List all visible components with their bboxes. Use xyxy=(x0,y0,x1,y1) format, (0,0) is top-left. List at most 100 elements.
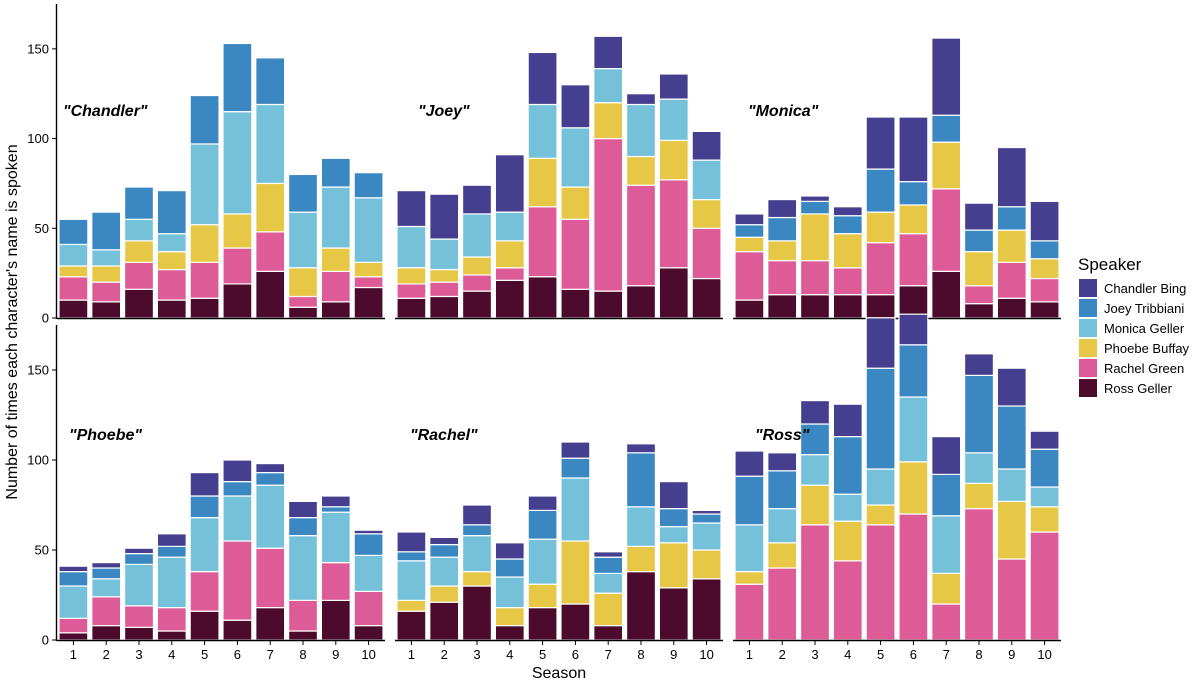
bar-segment-joey-s3-phoebe-buffay xyxy=(461,256,493,276)
legend-swatch-phoebe-buffay xyxy=(1079,339,1097,357)
bar-segment-ross-s10-rachel-green xyxy=(1029,531,1060,641)
bar-segment-chandler-s9-ross-geller xyxy=(320,301,351,319)
bar-segment-joey-s4-rachel-green xyxy=(494,267,525,281)
bar-segment-chandler-s10-monica-geller xyxy=(353,197,384,263)
bar-segment-monica-s7-chandler-bing xyxy=(931,37,962,116)
bar-segment-rachel-s8-phoebe-buffay xyxy=(625,545,657,573)
bar-segment-rachel-s4-phoebe-buffay xyxy=(494,606,525,627)
bar-segment-ross-s9-chandler-bing xyxy=(996,367,1027,407)
bar-segment-monica-s7-joey-tribbiani xyxy=(931,114,962,143)
bar-segment-monica-s8-ross-geller xyxy=(963,303,995,319)
bar-segment-phoebe-s10-joey-tribbiani xyxy=(353,533,384,556)
bar-segment-joey-s7-ross-geller xyxy=(593,290,624,319)
bar-segment-ross-s6-phoebe-buffay xyxy=(898,461,929,515)
bar-segment-ross-s8-phoebe-buffay xyxy=(963,482,995,510)
bar-segment-ross-s6-chandler-bing xyxy=(898,313,929,346)
bar-segment-phoebe-s2-chandler-bing xyxy=(91,561,122,569)
bar-segment-monica-s5-chandler-bing xyxy=(865,116,896,170)
bar-segment-joey-s7-phoebe-buffay xyxy=(593,102,624,140)
bar-segment-rachel-s4-monica-geller xyxy=(494,576,525,609)
bar-segment-ross-s4-joey-tribbiani xyxy=(832,436,863,495)
bar-segment-rachel-s4-chandler-bing xyxy=(494,542,525,560)
bar-segment-monica-s9-chandler-bing xyxy=(996,146,1027,208)
facet-panel-ross: "Ross" 1 2 3 4 5 6 7 8 9 10 xyxy=(733,313,1061,662)
facet-label-ross: "Ross" xyxy=(755,427,810,444)
bar-segment-rachel-s6-joey-tribbiani xyxy=(560,457,591,479)
bar-segment-rachel-s7-ross-geller xyxy=(593,624,624,641)
bar-segment-phoebe-s9-rachel-green xyxy=(320,561,351,601)
bar-segment-rachel-s8-joey-tribbiani xyxy=(625,452,657,508)
bar-segment-monica-s10-rachel-green xyxy=(1029,277,1060,303)
bar-segment-phoebe-s6-ross-geller xyxy=(222,619,253,641)
bar-segment-phoebe-s9-chandler-bing xyxy=(320,495,351,508)
bar-segment-monica-s6-ross-geller xyxy=(898,285,929,319)
legend-swatch-rachel-green xyxy=(1079,359,1097,377)
bar-segment-chandler-s8-rachel-green xyxy=(287,295,319,308)
bar-segment-monica-s5-ross-geller xyxy=(865,294,896,319)
bar-segment-joey-s9-monica-geller xyxy=(658,98,689,141)
bar-segment-chandler-s3-monica-geller xyxy=(123,218,155,242)
bar-segment-rachel-s9-monica-geller xyxy=(658,525,689,544)
bar-segment-phoebe-s7-rachel-green xyxy=(255,547,286,609)
bar-segment-rachel-s1-ross-geller xyxy=(396,610,427,641)
x-tick-label-rachel-6: 6 xyxy=(572,647,579,662)
legend-label-chandler-bing: Chandler Bing xyxy=(1104,281,1186,296)
bar-segment-ross-s4-rachel-green xyxy=(832,560,863,641)
x-tick-label-phoebe-7: 7 xyxy=(267,647,274,662)
bar-segment-monica-s2-rachel-green xyxy=(767,259,798,296)
bar-segment-joey-s2-rachel-green xyxy=(429,281,460,298)
bar-segment-phoebe-s4-rachel-green xyxy=(156,606,187,632)
bar-segment-phoebe-s4-monica-geller xyxy=(156,556,187,609)
bar-segment-phoebe-s9-joey-tribbiani xyxy=(320,506,351,513)
bar-segment-phoebe-s8-rachel-green xyxy=(287,599,319,632)
bar-segment-ross-s7-rachel-green xyxy=(931,603,962,641)
bar-segment-ross-s9-monica-geller xyxy=(996,468,1027,503)
x-tick-label-phoebe-6: 6 xyxy=(234,647,241,662)
bar-segment-joey-s10-monica-geller xyxy=(691,159,722,201)
bar-segment-monica-s7-rachel-green xyxy=(931,188,962,272)
bar-segment-chandler-s8-joey-tribbiani xyxy=(287,173,319,213)
legend-label-ross-geller: Ross Geller xyxy=(1104,381,1173,396)
bar-segment-ross-s3-rachel-green xyxy=(799,524,831,641)
bar-segment-ross-s10-chandler-bing xyxy=(1029,430,1060,450)
bar-segment-joey-s6-chandler-bing xyxy=(560,84,591,129)
bar-segment-rachel-s5-joey-tribbiani xyxy=(527,509,558,540)
bar-segment-ross-s2-joey-tribbiani xyxy=(767,470,798,510)
facet-label-monica: "Monica" xyxy=(748,103,819,120)
bar-segment-phoebe-s4-joey-tribbiani xyxy=(156,545,187,558)
bar-segment-joey-s2-monica-geller xyxy=(429,238,460,271)
bar-segment-ross-s3-phoebe-buffay xyxy=(799,484,831,526)
bar-segment-ross-s5-chandler-bing xyxy=(865,317,896,369)
bar-segment-rachel-s6-chandler-bing xyxy=(560,441,591,459)
bar-segment-joey-s6-phoebe-buffay xyxy=(560,186,591,220)
bar-segment-ross-s5-joey-tribbiani xyxy=(865,367,896,470)
bar-segment-chandler-s6-rachel-green xyxy=(222,247,253,285)
bar-segment-phoebe-s8-monica-geller xyxy=(287,534,319,601)
bar-segment-joey-s8-ross-geller xyxy=(625,285,657,319)
bar-segment-monica-s3-joey-tribbiani xyxy=(799,200,831,215)
bar-segment-phoebe-s3-rachel-green xyxy=(123,605,155,628)
x-tick-label-rachel-10: 10 xyxy=(699,647,713,662)
bar-segment-rachel-s2-monica-geller xyxy=(429,556,460,587)
bar-segment-monica-s3-rachel-green xyxy=(799,259,831,296)
bar-segment-joey-s2-chandler-bing xyxy=(429,193,460,240)
bar-segment-chandler-s2-rachel-green xyxy=(91,281,122,303)
bar-segment-joey-s8-chandler-bing xyxy=(625,93,657,106)
bar-segment-phoebe-s7-ross-geller xyxy=(255,606,286,641)
bar-segment-rachel-s10-monica-geller xyxy=(691,522,722,551)
x-tick-label-phoebe-9: 9 xyxy=(332,647,339,662)
bar-segment-rachel-s4-joey-tribbiani xyxy=(494,558,525,578)
x-tick-label-ross-7: 7 xyxy=(943,647,950,662)
bar-segment-rachel-s2-phoebe-buffay xyxy=(429,585,460,603)
bar-segment-phoebe-s1-monica-geller xyxy=(58,585,89,620)
bar-segment-chandler-s1-monica-geller xyxy=(58,243,89,267)
bar-segment-ross-s1-joey-tribbiani xyxy=(734,475,765,526)
y-tick-label-row1-50: 50 xyxy=(35,221,49,236)
bar-segment-monica-s1-chandler-bing xyxy=(734,213,765,226)
bar-segment-monica-s6-chandler-bing xyxy=(898,116,929,183)
bar-segment-chandler-s10-joey-tribbiani xyxy=(353,172,384,199)
bar-segment-ross-s3-monica-geller xyxy=(799,454,831,486)
bar-segment-rachel-s1-monica-geller xyxy=(396,560,427,601)
bar-segment-phoebe-s5-rachel-green xyxy=(189,570,220,612)
